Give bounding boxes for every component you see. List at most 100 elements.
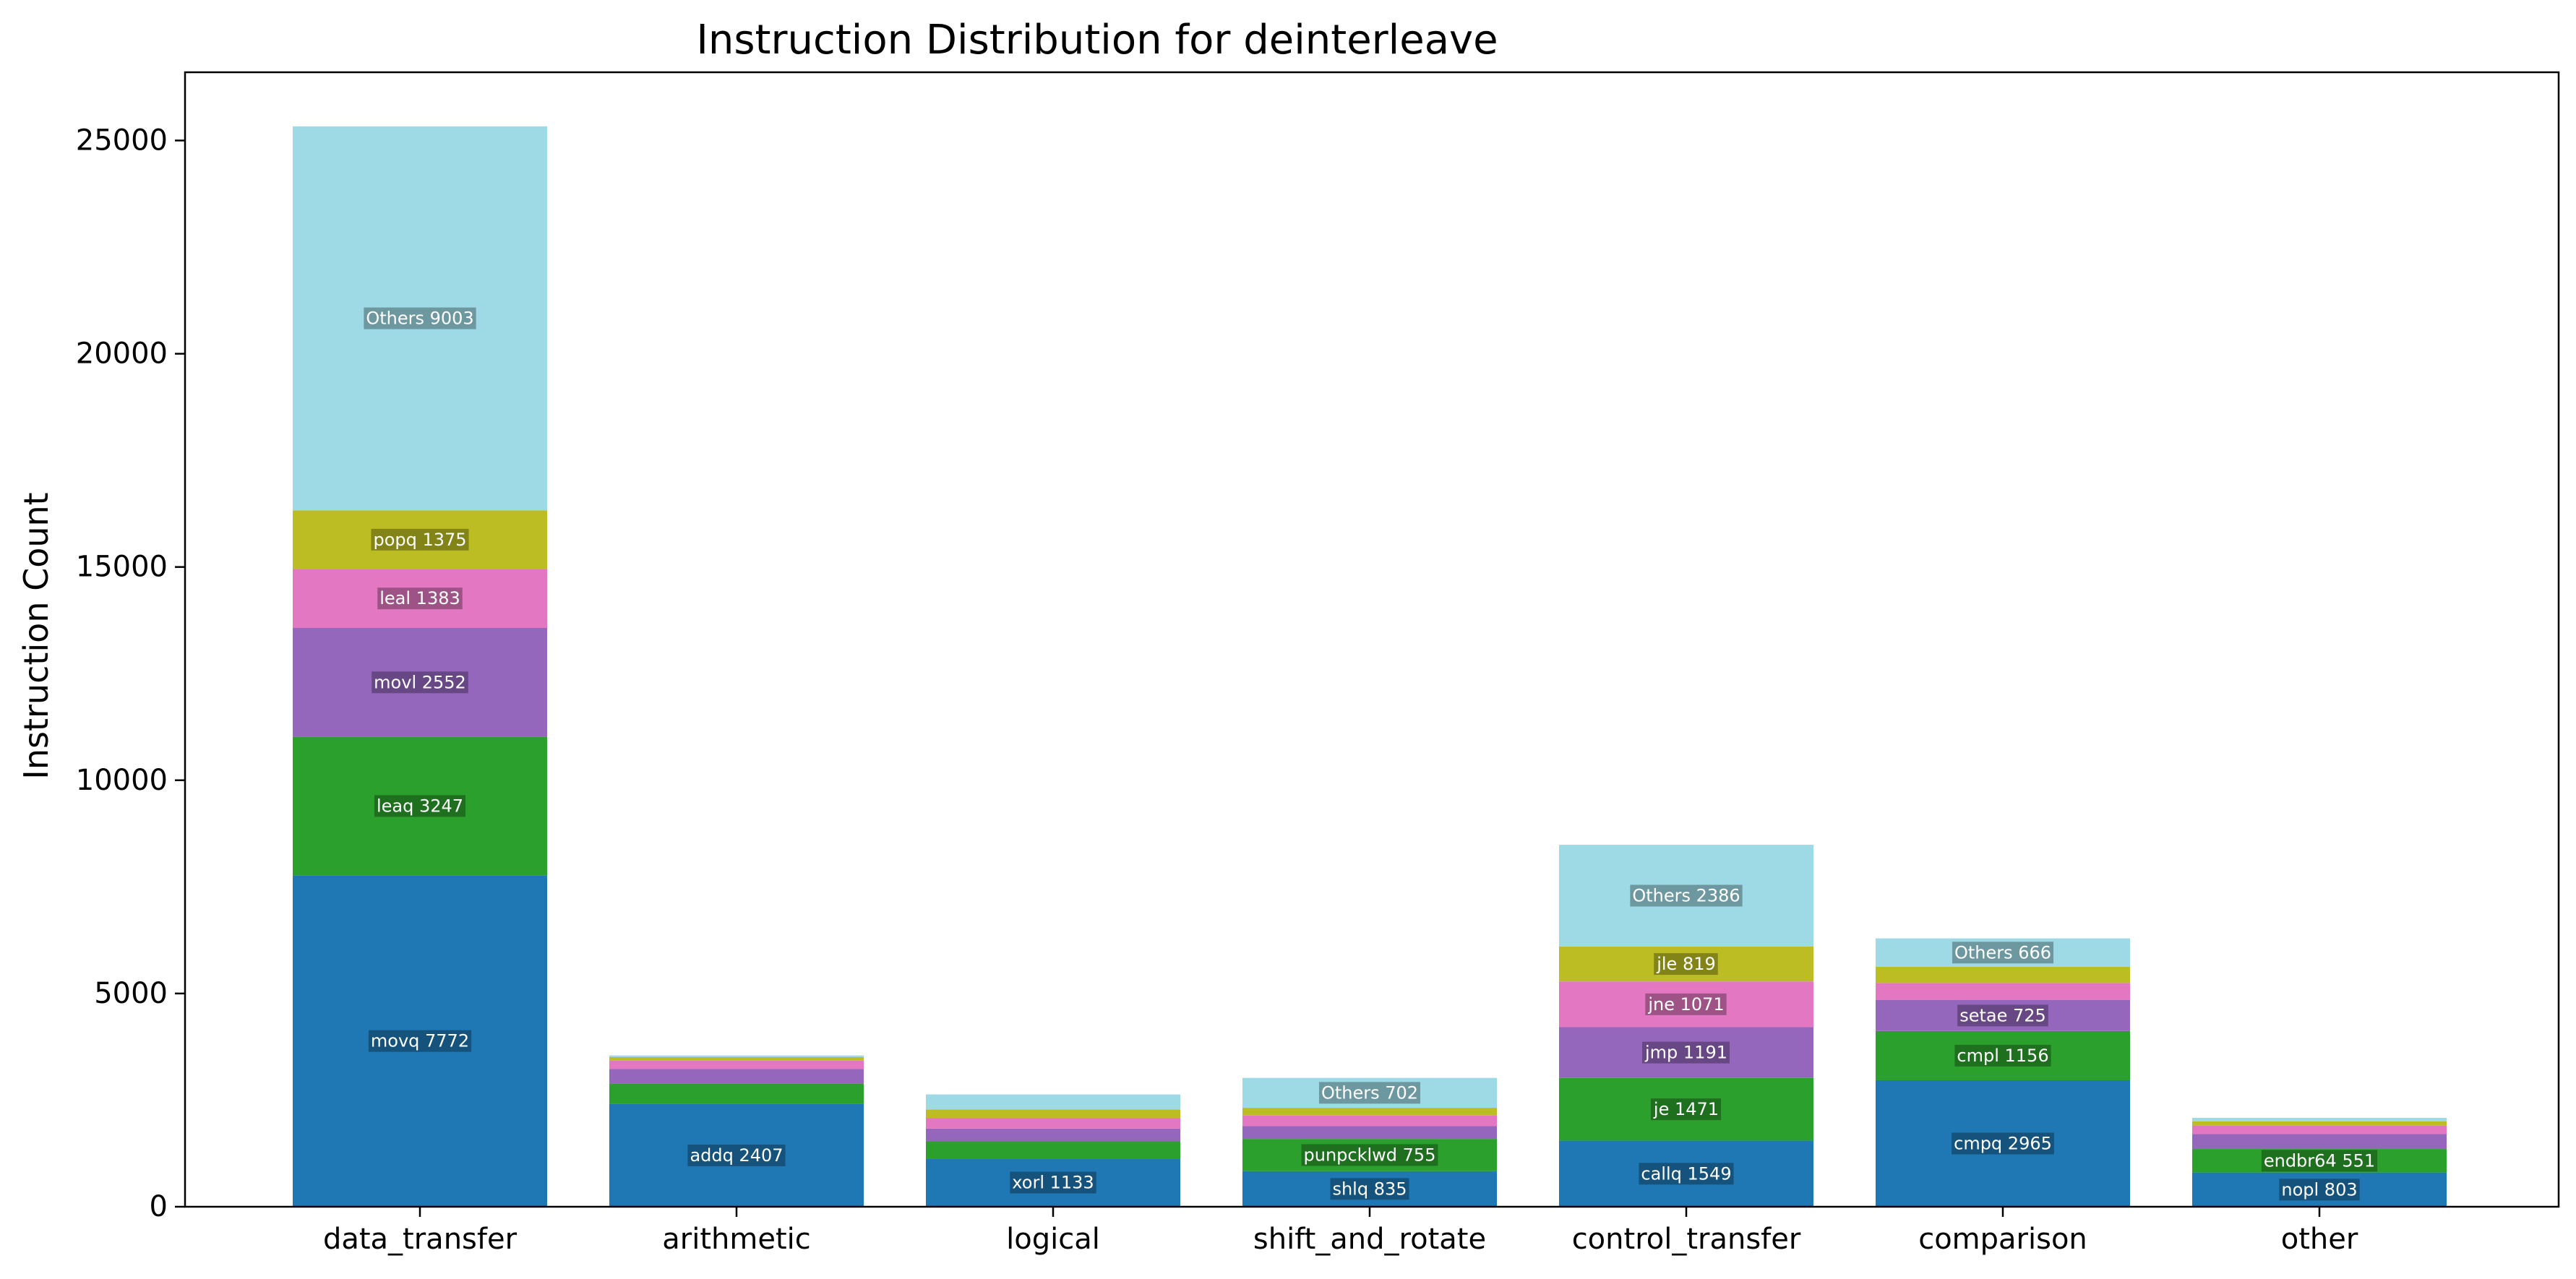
- bar-segment-other-3: [2192, 1125, 2447, 1134]
- y-tick-label: 20000: [76, 337, 168, 371]
- segment-label-text: shlq 835: [1332, 1179, 1407, 1199]
- bar-segment-other-1: [2192, 1149, 2447, 1173]
- segment-label-other-1: endbr64 551: [2261, 1150, 2378, 1172]
- segment-label-text: xorl 1133: [1012, 1173, 1094, 1193]
- chart-title: Instruction Distribution for deinterleav…: [696, 17, 1498, 64]
- segment-label-background: [2261, 1150, 2378, 1172]
- bar-segment-shift_and_rotate-5: [1242, 1077, 1497, 1108]
- bars-layer: [293, 126, 2447, 1207]
- bar-segment-control_transfer-1: [1559, 1077, 1813, 1141]
- y-tick-label: 15000: [76, 551, 168, 584]
- bar-segment-data_transfer-1: [293, 736, 547, 876]
- y-ticks-layer: 0 5000 10000 15000 20000 25000: [76, 124, 185, 1223]
- segment-label-background: [1650, 1098, 1722, 1121]
- segment-label-control_transfer-4: jle 819: [1654, 953, 1718, 976]
- segment-label-text: nopl 803: [2281, 1179, 2357, 1200]
- bar-segment-arithmetic-5: [609, 1055, 864, 1058]
- bar-segment-logical-1: [926, 1141, 1180, 1159]
- segment-label-text: callq 1549: [1641, 1163, 1731, 1184]
- segment-label-background: [374, 795, 466, 817]
- segment-label-control_transfer-0: callq 1549: [1639, 1163, 1734, 1185]
- segment-label-background: [1952, 942, 2054, 964]
- bar-segment-shift_and_rotate-4: [1242, 1108, 1497, 1116]
- bar-segment-logical-5: [926, 1094, 1180, 1110]
- segment-label-background: [1330, 1178, 1409, 1200]
- bar-segment-other-5: [2192, 1117, 2447, 1121]
- segment-label-shift_and_rotate-5: Others 702: [1318, 1082, 1421, 1104]
- y-axis-label: Instruction Count: [17, 492, 56, 779]
- bar-segment-data_transfer-2: [293, 628, 547, 737]
- segment-label-comparison-2: setae 725: [1957, 1004, 2048, 1027]
- bar-segment-comparison-2: [1876, 999, 2130, 1031]
- y-tick-label: 10000: [76, 764, 168, 797]
- segment-label-shift_and_rotate-0: shlq 835: [1330, 1178, 1409, 1200]
- segment-label-data_transfer-4: popq 1375: [371, 528, 469, 551]
- segment-label-text: movq 7772: [371, 1031, 469, 1051]
- segment-label-background: [1318, 1082, 1421, 1104]
- y-tick-label: 0: [150, 1190, 168, 1223]
- bar-segment-shift_and_rotate-1: [1242, 1139, 1497, 1171]
- segment-label-text: addq 2407: [690, 1145, 783, 1166]
- y-tick-label: 25000: [76, 124, 168, 157]
- segment-label-data_transfer-0: movq 7772: [368, 1030, 472, 1052]
- bar-segment-arithmetic-4: [609, 1057, 864, 1061]
- bar-segment-shift_and_rotate-3: [1242, 1115, 1497, 1127]
- bar-segment-data_transfer-3: [293, 569, 547, 629]
- segment-label-control_transfer-2: jmp 1191: [1642, 1041, 1730, 1064]
- segment-label-logical-0: xorl 1133: [1010, 1171, 1096, 1194]
- bar-segment-control_transfer-3: [1559, 981, 1813, 1028]
- segment-label-text: jle 819: [1656, 954, 1716, 974]
- bar-segment-data_transfer-5: [293, 126, 547, 511]
- bar-segment-data_transfer-4: [293, 510, 547, 569]
- segment-label-data_transfer-5: Others 9003: [364, 307, 476, 330]
- segment-label-background: [1642, 1041, 1730, 1064]
- bar-segment-arithmetic-0: [609, 1103, 864, 1207]
- segment-label-data_transfer-2: movl 2552: [372, 671, 468, 694]
- segment-label-background: [372, 671, 468, 694]
- segment-label-background: [371, 528, 469, 551]
- segment-label-text: Others 666: [1954, 942, 2051, 963]
- segment-label-control_transfer-3: jne 1071: [1645, 993, 1727, 1015]
- segment-label-background: [1010, 1171, 1096, 1194]
- segment-label-background: [2279, 1179, 2360, 1201]
- x-tick-label-arithmetic: arithmetic: [662, 1223, 810, 1256]
- x-ticks-layer: data_transfer arithmetic logical shift_and_…: [323, 1207, 2358, 1256]
- x-tick-label-comparison: comparison: [1918, 1223, 2087, 1256]
- bar-segment-other-4: [2192, 1121, 2447, 1126]
- segment-label-background: [377, 587, 463, 610]
- y-tick-label: 5000: [94, 977, 168, 1010]
- bar-segment-arithmetic-2: [609, 1069, 864, 1084]
- bar-segment-logical-2: [926, 1128, 1180, 1142]
- bar-segment-other-2: [2192, 1134, 2447, 1150]
- bar-segment-logical-4: [926, 1109, 1180, 1119]
- segment-label-text: setae 725: [1959, 1005, 2046, 1025]
- segment-label-background: [364, 307, 476, 330]
- x-tick-label-logical: logical: [1006, 1223, 1100, 1256]
- bar-segment-control_transfer-0: [1559, 1140, 1813, 1207]
- segment-label-text: jmp 1191: [1644, 1043, 1727, 1063]
- bar-segment-data_transfer-0: [293, 875, 547, 1207]
- plot-frame: [184, 71, 2560, 1208]
- bar-segment-shift_and_rotate-2: [1242, 1126, 1497, 1140]
- x-tick-label-other: other: [2281, 1223, 2358, 1256]
- segment-label-text: cmpl 1156: [1957, 1046, 2048, 1066]
- segment-label-text: Others 702: [1321, 1082, 1418, 1103]
- segment-label-data_transfer-1: leaq 3247: [374, 795, 466, 817]
- bar-segment-comparison-3: [1876, 983, 2130, 1000]
- segment-label-control_transfer-5: Others 2386: [1630, 884, 1743, 907]
- segment-label-control_transfer-1: je 1471: [1650, 1098, 1722, 1121]
- segment-label-background: [1630, 884, 1743, 907]
- segment-label-background: [687, 1144, 786, 1166]
- bar-segment-comparison-0: [1876, 1080, 2130, 1207]
- segment-label-background: [1654, 953, 1718, 976]
- segment-label-background: [1645, 993, 1727, 1015]
- bar-segment-control_transfer-4: [1559, 946, 1813, 982]
- bar-segment-comparison-1: [1876, 1030, 2130, 1080]
- bar-segment-control_transfer-2: [1559, 1027, 1813, 1078]
- bar-segment-arithmetic-1: [609, 1083, 864, 1104]
- segment-label-text: punpcklwd 755: [1304, 1145, 1436, 1165]
- segment-label-comparison-0: cmpq 2965: [1952, 1132, 2054, 1155]
- bar-segment-comparison-4: [1876, 966, 2130, 983]
- segment-label-text: endbr64 551: [2264, 1150, 2375, 1171]
